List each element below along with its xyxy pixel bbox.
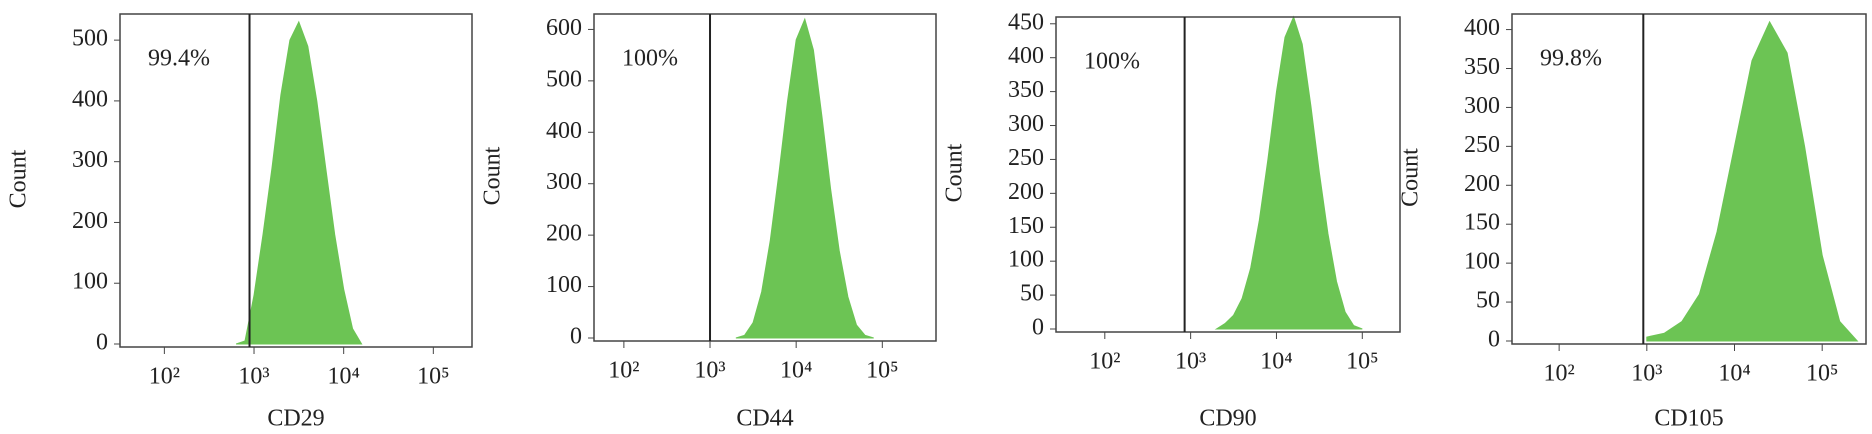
y-axis-label: Count bbox=[1398, 148, 1424, 207]
x-tick-label: 10⁵ bbox=[866, 358, 898, 384]
x-tick-label: 10² bbox=[1544, 361, 1575, 387]
y-tick-label: 100 bbox=[72, 269, 108, 295]
y-tick-label: 200 bbox=[72, 208, 108, 234]
x-tick-label: 10³ bbox=[1175, 349, 1206, 375]
plot-frame bbox=[1055, 16, 1401, 333]
y-tick-label: 600 bbox=[546, 15, 582, 41]
y-tick-label: 0 bbox=[1032, 315, 1044, 341]
histogram bbox=[735, 17, 874, 339]
y-tick-label: 150 bbox=[1008, 213, 1044, 239]
gate-percentage: 100% bbox=[1084, 49, 1140, 75]
y-tick-label: 250 bbox=[1008, 145, 1044, 171]
plot-frame bbox=[119, 13, 473, 348]
y-tick-label: 0 bbox=[570, 324, 582, 350]
y-tick-label: 300 bbox=[72, 147, 108, 173]
y-tick-label: 200 bbox=[1464, 171, 1500, 197]
gate-percentage: 99.8% bbox=[1540, 46, 1602, 72]
y-tick-label: 250 bbox=[1464, 132, 1500, 158]
y-axis-label: Count bbox=[942, 143, 968, 202]
y-tick-label: 300 bbox=[546, 169, 582, 195]
y-tick-label: 400 bbox=[546, 118, 582, 144]
y-tick-label: 100 bbox=[1464, 249, 1500, 275]
y-tick-label: 0 bbox=[1488, 327, 1500, 353]
y-tick-label: 50 bbox=[1020, 281, 1044, 307]
x-tick-label: 10² bbox=[608, 358, 639, 384]
x-tick-label: 10⁵ bbox=[1806, 361, 1838, 387]
x-tick-label: 10² bbox=[1089, 349, 1120, 375]
x-tick-label: 10² bbox=[149, 364, 180, 390]
y-axis-label: Count bbox=[480, 146, 506, 205]
histogram bbox=[1214, 15, 1363, 330]
y-tick-label: 400 bbox=[72, 86, 108, 112]
y-tick-label: 450 bbox=[1008, 9, 1044, 35]
x-axis-label: CD105 bbox=[1654, 406, 1723, 432]
x-tick-label: 10³ bbox=[694, 358, 725, 384]
y-tick-label: 500 bbox=[546, 66, 582, 92]
gate-percentage: 100% bbox=[622, 46, 678, 72]
y-tick-label: 0 bbox=[96, 330, 108, 356]
plot-frame bbox=[1511, 13, 1867, 345]
y-tick-label: 50 bbox=[1476, 288, 1500, 314]
x-tick-label: 10⁴ bbox=[327, 364, 359, 390]
x-tick-label: 10⁴ bbox=[1260, 349, 1292, 375]
y-tick-label: 100 bbox=[546, 272, 582, 298]
y-tick-label: 350 bbox=[1008, 77, 1044, 103]
gate-percentage: 99.4% bbox=[148, 46, 210, 72]
y-tick-label: 350 bbox=[1464, 54, 1500, 80]
x-tick-label: 10³ bbox=[238, 364, 269, 390]
y-tick-label: 300 bbox=[1464, 93, 1500, 119]
x-axis-label: CD90 bbox=[1199, 406, 1256, 432]
y-axis-label: Count bbox=[6, 149, 32, 208]
y-tick-label: 200 bbox=[546, 221, 582, 247]
plot-frame bbox=[593, 13, 937, 342]
x-tick-label: 10⁵ bbox=[1346, 349, 1378, 375]
y-tick-label: 100 bbox=[1008, 247, 1044, 273]
y-tick-label: 400 bbox=[1008, 43, 1044, 69]
x-tick-label: 10³ bbox=[1631, 361, 1662, 387]
y-tick-label: 200 bbox=[1008, 179, 1044, 205]
histogram bbox=[1646, 20, 1859, 342]
y-tick-label: 500 bbox=[72, 26, 108, 52]
x-tick-label: 10⁵ bbox=[417, 364, 449, 390]
x-axis-label: CD44 bbox=[736, 406, 793, 432]
y-tick-label: 400 bbox=[1464, 15, 1500, 41]
y-tick-label: 150 bbox=[1464, 210, 1500, 236]
histogram bbox=[235, 20, 363, 345]
x-tick-label: 10⁴ bbox=[780, 358, 812, 384]
x-axis-label: CD29 bbox=[267, 406, 324, 432]
y-tick-label: 300 bbox=[1008, 111, 1044, 137]
x-tick-label: 10⁴ bbox=[1718, 361, 1750, 387]
